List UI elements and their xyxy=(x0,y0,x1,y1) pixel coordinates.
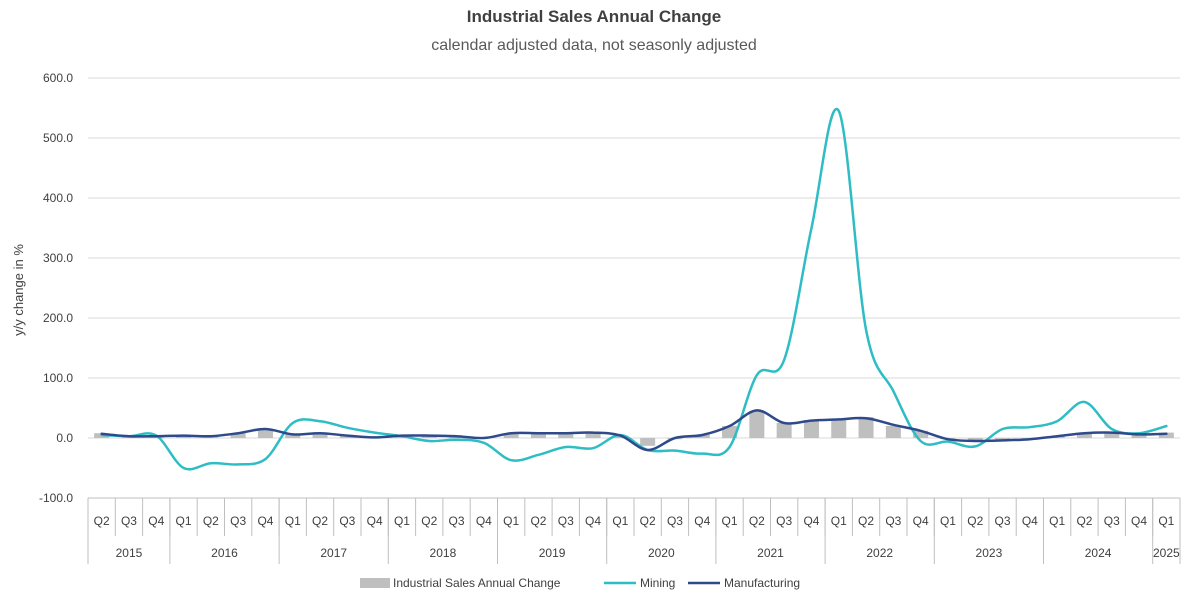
x-year-label: 2018 xyxy=(430,546,457,560)
legend-swatch xyxy=(360,578,390,588)
x-year-label: 2024 xyxy=(1085,546,1112,560)
x-tick-label: Q3 xyxy=(558,514,574,528)
x-year-label: 2020 xyxy=(648,546,675,560)
y-tick-label: -100.0 xyxy=(39,491,73,505)
x-tick-label: Q3 xyxy=(995,514,1011,528)
x-tick-label: Q4 xyxy=(1131,514,1147,528)
y-axis-label: y/y change in % xyxy=(11,244,26,336)
bar xyxy=(230,433,246,438)
bar xyxy=(694,435,710,438)
y-tick-label: 100.0 xyxy=(43,371,73,385)
x-tick-label: Q4 xyxy=(476,514,492,528)
y-tick-label: 0.0 xyxy=(56,431,73,445)
bar xyxy=(858,417,874,438)
bar xyxy=(1104,432,1120,438)
x-tick-label: Q4 xyxy=(257,514,273,528)
x-tick-label: Q1 xyxy=(176,514,192,528)
x-year-label: 2015 xyxy=(116,546,143,560)
x-tick-label: Q2 xyxy=(749,514,765,528)
bar xyxy=(585,432,601,438)
x-tick-label: Q2 xyxy=(967,514,983,528)
bar xyxy=(722,426,738,438)
x-tick-label: Q2 xyxy=(94,514,110,528)
bar xyxy=(312,433,328,438)
chart-subtitle: calendar adjusted data, not seasonly adj… xyxy=(431,37,757,54)
bar xyxy=(1158,432,1174,438)
legend-entry: Manufacturing xyxy=(724,576,800,590)
x-tick-label: Q2 xyxy=(858,514,874,528)
y-tick-label: 300.0 xyxy=(43,251,73,265)
x-tick-label: Q2 xyxy=(203,514,219,528)
x-tick-label: Q3 xyxy=(1104,514,1120,528)
bar xyxy=(285,434,301,438)
series-line-mining xyxy=(100,107,1168,471)
x-tick-label: Q4 xyxy=(148,514,164,528)
bar xyxy=(967,438,983,441)
y-tick-labels: -100.0 0.0 100.0 200.0 300.0 400.0 500.0 600.0 xyxy=(39,71,73,505)
y-tick-label: 400.0 xyxy=(43,191,73,205)
x-tick-label: Q2 xyxy=(640,514,656,528)
x-tick-label: Q2 xyxy=(1076,514,1092,528)
x-year-label: 2023 xyxy=(976,546,1003,560)
x-tick-label: Q1 xyxy=(1158,514,1174,528)
x-tick-label: Q1 xyxy=(503,514,519,528)
bar xyxy=(1131,434,1147,438)
x-year-label: 2025 xyxy=(1153,546,1180,560)
series-line-manufacturing xyxy=(100,409,1168,452)
line-series xyxy=(100,107,1168,471)
x-tick-label: Q2 xyxy=(530,514,546,528)
y-tick-label: 600.0 xyxy=(43,71,73,85)
x-tick-label: Q4 xyxy=(585,514,601,528)
bar xyxy=(995,438,1011,440)
y-tick-label: 500.0 xyxy=(43,131,73,145)
x-year-label: 2016 xyxy=(211,546,238,560)
x-tick-label: Q1 xyxy=(940,514,956,528)
bar xyxy=(803,420,819,438)
x-tick-label: Q2 xyxy=(312,514,328,528)
chart-title: Industrial Sales Annual Change xyxy=(467,7,721,26)
x-tick-label: Q1 xyxy=(1049,514,1065,528)
x-tick-label: Q2 xyxy=(421,514,437,528)
bar xyxy=(503,433,519,438)
x-tick-label: Q1 xyxy=(831,514,847,528)
x-tick-label: Q3 xyxy=(339,514,355,528)
x-tick-label: Q4 xyxy=(913,514,929,528)
bar xyxy=(913,430,929,438)
bar xyxy=(257,429,273,438)
x-axis: Q2 Q3 Q4 Q1 Q2 Q3 Q4 Q1 Q2 Q3 Q4 Q1 Q2 Q3 Q4 Q1 Q2 Q3 Q4 Q1… xyxy=(87,497,1181,564)
x-year-label: 2017 xyxy=(320,546,347,560)
bar xyxy=(530,433,546,438)
bar xyxy=(749,411,765,438)
x-tick-label: Q4 xyxy=(1022,514,1038,528)
bar xyxy=(776,423,792,438)
legend-entry: Industrial Sales Annual Change xyxy=(393,576,561,590)
legend-entry: Mining xyxy=(640,576,675,590)
bar xyxy=(831,418,847,438)
gridlines xyxy=(88,77,1180,499)
x-tick-label: Q3 xyxy=(121,514,137,528)
bar xyxy=(885,426,901,438)
y-tick-label: 200.0 xyxy=(43,311,73,325)
x-year-label: 2019 xyxy=(539,546,566,560)
bar xyxy=(558,433,574,438)
bar xyxy=(1076,432,1092,438)
x-tick-label: Q4 xyxy=(367,514,383,528)
x-tick-label: Q3 xyxy=(449,514,465,528)
bar xyxy=(640,438,656,446)
x-tick-label: Q4 xyxy=(694,514,710,528)
x-tick-label: Q3 xyxy=(885,514,901,528)
x-tick-label: Q4 xyxy=(803,514,819,528)
x-year-label: 2021 xyxy=(757,546,784,560)
x-tick-label: Q1 xyxy=(612,514,628,528)
x-tick-label: Q3 xyxy=(667,514,683,528)
x-tick-label: Q3 xyxy=(230,514,246,528)
x-tick-label: Q1 xyxy=(394,514,410,528)
x-year-label: 2022 xyxy=(866,546,893,560)
x-tick-label: Q1 xyxy=(285,514,301,528)
x-tick-label: Q1 xyxy=(722,514,738,528)
x-tick-label: Q3 xyxy=(776,514,792,528)
legend: Industrial Sales Annual Change Mining Manu… xyxy=(360,576,800,590)
